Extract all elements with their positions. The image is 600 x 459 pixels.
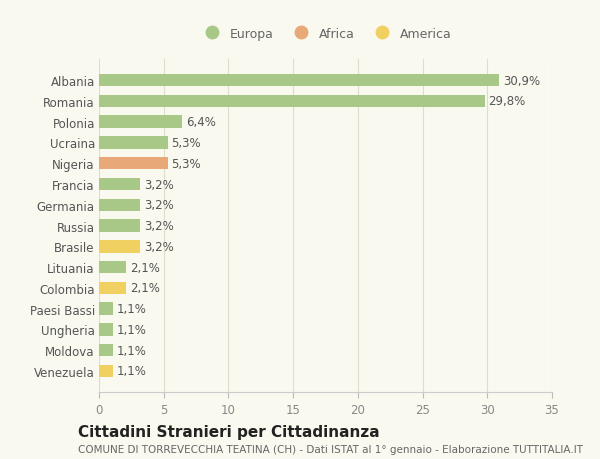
Text: 29,8%: 29,8% (488, 95, 526, 108)
Text: 30,9%: 30,9% (503, 74, 540, 88)
Bar (99, 199, 140, 212)
Bar (99, 220, 140, 232)
Bar (99, 365, 113, 377)
Text: Cittadini Stranieri per Cittadinanza: Cittadini Stranieri per Cittadinanza (78, 425, 380, 440)
Text: 1,1%: 1,1% (117, 344, 147, 357)
Text: 5,3%: 5,3% (172, 157, 201, 170)
Bar (99, 303, 113, 315)
Text: 5,3%: 5,3% (172, 137, 201, 150)
Bar (99, 344, 113, 357)
Bar (99, 179, 140, 191)
Bar (99, 137, 167, 149)
Bar (99, 116, 182, 129)
Text: 3,2%: 3,2% (145, 241, 174, 253)
Text: 1,1%: 1,1% (117, 364, 147, 378)
Text: 3,2%: 3,2% (145, 178, 174, 191)
Text: 1,1%: 1,1% (117, 323, 147, 336)
Text: COMUNE DI TORREVECCHIA TEATINA (CH) - Dati ISTAT al 1° gennaio - Elaborazione TU: COMUNE DI TORREVECCHIA TEATINA (CH) - Da… (78, 444, 583, 454)
Text: 2,1%: 2,1% (130, 282, 160, 295)
Text: 2,1%: 2,1% (130, 261, 160, 274)
Bar (99, 158, 167, 170)
Bar (99, 261, 126, 274)
Text: 3,2%: 3,2% (145, 219, 174, 233)
Text: 3,2%: 3,2% (145, 199, 174, 212)
Bar (99, 241, 140, 253)
Bar (99, 95, 485, 108)
Text: 6,4%: 6,4% (186, 116, 215, 129)
Text: 1,1%: 1,1% (117, 302, 147, 315)
Legend: Europa, Africa, America: Europa, Africa, America (195, 22, 456, 45)
Bar (99, 282, 126, 294)
Bar (99, 324, 113, 336)
Bar (99, 75, 499, 87)
